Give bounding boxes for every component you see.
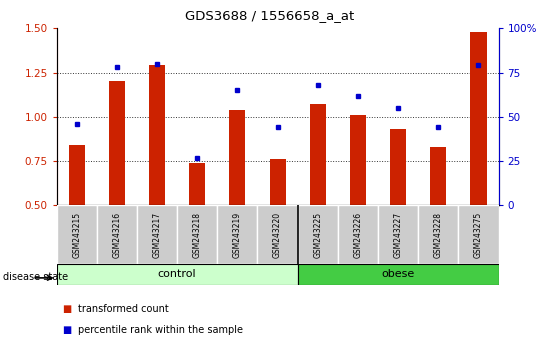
Bar (418, 205, 458, 264)
Text: GSM243225: GSM243225 (313, 211, 322, 258)
Bar (338, 205, 378, 264)
Bar (298, 205, 338, 264)
Text: GSM243216: GSM243216 (112, 211, 121, 258)
Bar (57, 264, 298, 285)
Text: GSM243275: GSM243275 (474, 211, 483, 258)
Bar (350, 115, 366, 205)
Bar (109, 81, 125, 205)
Text: ■: ■ (62, 304, 71, 314)
Text: control: control (158, 269, 196, 279)
Text: GSM243228: GSM243228 (434, 212, 443, 257)
Bar (68, 145, 85, 205)
Bar (217, 205, 258, 264)
Text: disease state: disease state (3, 272, 68, 282)
Bar (310, 104, 326, 205)
Bar (430, 147, 446, 205)
Text: GSM243220: GSM243220 (273, 211, 282, 258)
Text: GSM243218: GSM243218 (193, 212, 202, 257)
Bar (258, 205, 298, 264)
Bar (471, 32, 487, 205)
Text: percentile rank within the sample: percentile rank within the sample (78, 325, 243, 335)
Bar (177, 205, 217, 264)
Text: GDS3688 / 1556658_a_at: GDS3688 / 1556658_a_at (185, 9, 354, 22)
Bar (230, 110, 245, 205)
Text: GSM243226: GSM243226 (354, 211, 362, 258)
Bar (270, 159, 286, 205)
Text: GSM243217: GSM243217 (153, 211, 162, 258)
Bar (458, 205, 499, 264)
Bar (390, 129, 406, 205)
Bar (298, 264, 499, 285)
Bar (378, 205, 418, 264)
Text: GSM243215: GSM243215 (72, 211, 81, 258)
Bar (149, 65, 165, 205)
Bar (97, 205, 137, 264)
Bar (57, 205, 97, 264)
Bar (189, 163, 205, 205)
Text: GSM243219: GSM243219 (233, 211, 242, 258)
Text: obese: obese (382, 269, 414, 279)
Text: ■: ■ (62, 325, 71, 335)
Bar (137, 205, 177, 264)
Text: GSM243227: GSM243227 (393, 211, 403, 258)
Text: transformed count: transformed count (78, 304, 169, 314)
